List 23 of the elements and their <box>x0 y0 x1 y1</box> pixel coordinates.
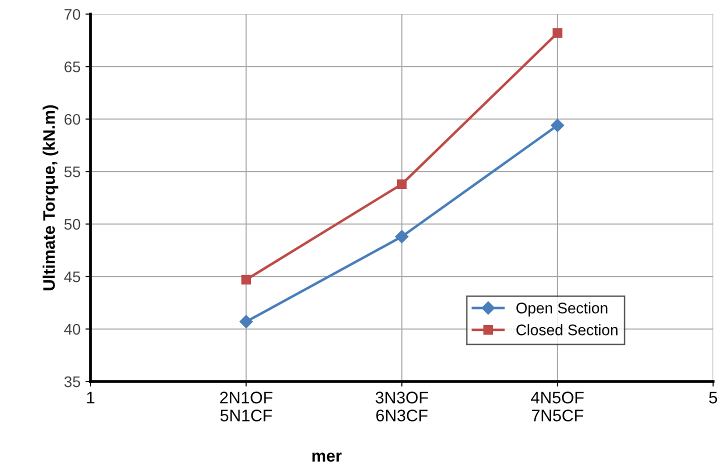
x-tick-label: 3N3OF 6N3CF <box>376 392 428 422</box>
y-tick-label: 50 <box>64 218 80 230</box>
y-tick-label: 55 <box>64 166 80 178</box>
y-tick-label: 40 <box>64 324 80 335</box>
x-tick-label: 5 <box>709 392 718 404</box>
point <box>240 315 253 328</box>
y-axis-title: Ultimate Torque, (kN.m) <box>42 105 58 290</box>
point <box>550 118 564 132</box>
legend-label: Open Section <box>516 302 608 316</box>
y-tick-label: 35 <box>64 376 80 388</box>
point <box>396 179 407 190</box>
y-tick-label: 70 <box>64 9 80 20</box>
x-tick-label: 1 <box>87 392 94 404</box>
text: mer <box>312 452 342 462</box>
point <box>241 274 252 285</box>
y-tick-label: 45 <box>64 272 80 282</box>
y-tick-label: 65 <box>64 61 80 72</box>
x-tick-label: 2N1OF 5N1CF <box>220 392 272 422</box>
y-tick-label: 60 <box>64 114 80 125</box>
x-tick-label: 4N5OF 7N5CF <box>531 392 584 422</box>
point <box>395 230 408 244</box>
legend-label: Closed Section <box>516 324 618 336</box>
point <box>552 28 562 38</box>
